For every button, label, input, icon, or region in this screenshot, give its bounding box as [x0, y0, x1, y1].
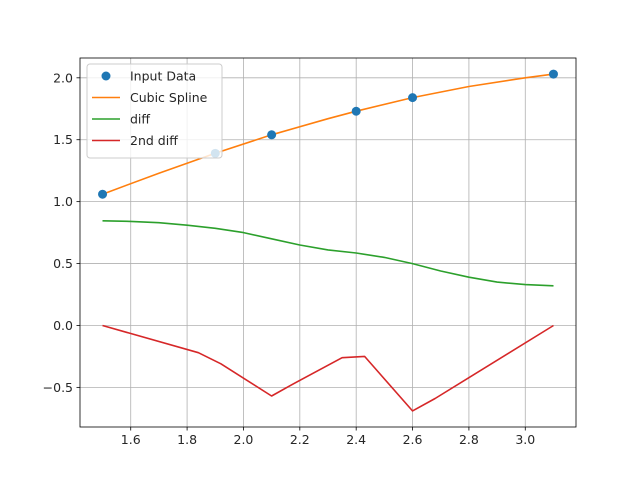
legend-label-diff: diff: [130, 112, 150, 127]
2nd-diff-line: [102, 324, 554, 412]
legend-label-2nd-diff: 2nd diff: [130, 133, 178, 148]
input-data-point: [351, 106, 361, 116]
y-tick-label: 1.5: [53, 132, 73, 147]
x-tick-label: 2.8: [459, 432, 479, 447]
legend-marker-input-data: [101, 71, 111, 81]
x-tick-label: 2.0: [234, 432, 254, 447]
ticks: 1.6 1.8 2.0 2.2 2.4 2.6 2.8 3.0 −0.5 0.0 0.5 1.0 1.5…: [43, 70, 536, 447]
x-tick-label: 1.8: [177, 432, 197, 447]
x-tick-label: 1.6: [121, 432, 141, 447]
x-tick-label: 2.6: [403, 432, 423, 447]
y-tick-label: 0.5: [53, 256, 73, 271]
x-tick-label: 2.4: [346, 432, 366, 447]
series-layer: [98, 69, 558, 412]
input-data-point: [408, 93, 418, 103]
axes-frame: [79, 57, 577, 428]
x-tick-label: 2.2: [290, 432, 310, 447]
y-tick-label: 2.0: [53, 70, 73, 85]
diff-line: [102, 220, 554, 287]
legend: Input Data Cubic Spline diff 2nd diff: [86, 63, 223, 159]
input-data-point: [548, 69, 558, 79]
legend-box: [86, 63, 223, 159]
y-tick-label: 1.0: [53, 194, 73, 209]
input-data-point: [267, 130, 277, 140]
legend-label-cubic-spline: Cubic Spline: [130, 90, 208, 105]
input-data-point: [98, 189, 108, 199]
y-tick-label: −0.5: [43, 380, 73, 395]
x-tick-label: 3.0: [515, 432, 535, 447]
cubic-spline-line: [102, 73, 554, 195]
legend-label-input-data: Input Data: [130, 69, 196, 84]
y-tick-label: 0.0: [53, 318, 73, 333]
